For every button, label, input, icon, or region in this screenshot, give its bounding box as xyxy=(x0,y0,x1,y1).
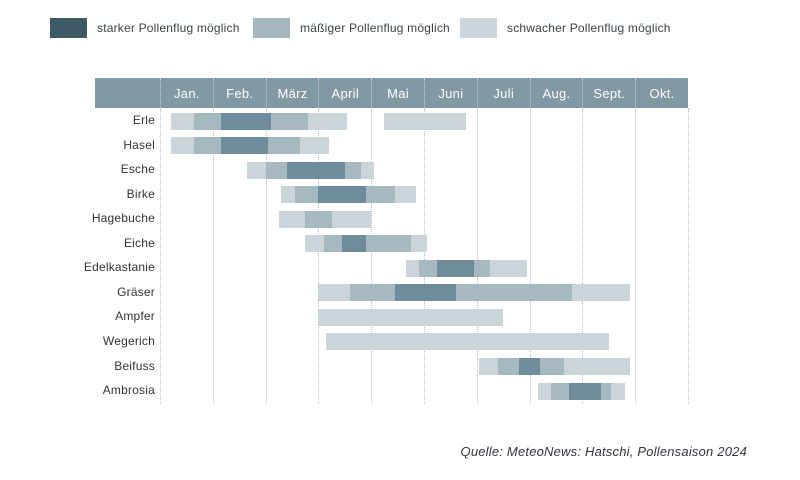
bar-segment-schwach xyxy=(326,333,609,351)
grid-line xyxy=(582,108,584,404)
month-label: April xyxy=(318,78,371,108)
bar-segment-stark xyxy=(220,112,271,130)
source-caption: Quelle: MeteoNews: Hatschi, Pollensaison… xyxy=(460,444,747,459)
bar-segment-stark xyxy=(519,358,541,375)
bar-segment-maessig xyxy=(323,235,343,253)
row-label: Edelkastanie xyxy=(83,260,155,275)
bar-segment-maessig xyxy=(265,161,287,179)
bar-segment-stark xyxy=(437,259,475,277)
months-strip: Jan. Feb. März April Mai Juni Juli Aug. Sept. Okt… xyxy=(160,78,688,108)
bar-segment-maessig xyxy=(350,284,395,302)
row-label: Hasel xyxy=(123,137,155,152)
row-label: Hagebuche xyxy=(91,211,155,226)
bar-segment-schwach xyxy=(410,235,427,253)
bar-segment-maessig xyxy=(550,382,570,400)
bar-segment-schwach xyxy=(318,284,351,302)
row-label: Wegerich xyxy=(102,333,155,348)
month-label: Juli xyxy=(476,78,530,108)
bar-segment-maessig xyxy=(268,137,300,155)
legend-label: starker Pollenflug möglich xyxy=(97,21,240,35)
bar-segment-stark xyxy=(569,382,601,400)
grid-line xyxy=(529,108,531,404)
bar-segment-schwach xyxy=(563,358,630,375)
bar-segment-stark xyxy=(318,186,366,204)
bar-segment-schwach xyxy=(490,259,527,277)
bar-segment-maessig xyxy=(497,358,520,375)
bar-segment-schwach xyxy=(305,235,324,253)
month-label: März xyxy=(265,78,319,108)
month-label: Sept. xyxy=(582,78,635,108)
bar-segment-schwach xyxy=(611,382,625,400)
legend-label: mäßiger Pollenflug möglich xyxy=(300,21,450,35)
bar-segment-schwach xyxy=(170,112,195,130)
bar-segment-maessig xyxy=(600,382,612,400)
bar-segment-schwach xyxy=(405,259,419,277)
grid-line xyxy=(318,108,320,404)
row-label: Ambrosia xyxy=(102,383,155,398)
bar-segment-maessig xyxy=(294,186,319,204)
bar-segment-schwach xyxy=(318,308,504,326)
grid-line xyxy=(371,108,373,404)
grid-line xyxy=(635,108,637,404)
bar-segment-maessig xyxy=(194,137,221,155)
legend-item-stark: starker Pollenflug möglich xyxy=(50,18,240,38)
row-label: Eiche xyxy=(123,235,155,250)
bar-segment-maessig xyxy=(418,259,438,277)
bar-segment-maessig xyxy=(365,186,395,204)
bar-segment-schwach xyxy=(307,112,348,130)
stark-swatch-icon xyxy=(50,18,87,38)
bar-segment-schwach xyxy=(384,112,467,130)
grid-line xyxy=(212,108,214,404)
row-label: Birke xyxy=(126,186,155,201)
legend-item-schwach: schwacher Pollenflug möglich xyxy=(460,18,671,38)
bar-segment-maessig xyxy=(344,161,361,179)
schwach-swatch-icon xyxy=(460,18,497,38)
bar-segment-schwach xyxy=(360,161,374,179)
bar-segment-schwach xyxy=(278,210,306,228)
grid-line xyxy=(424,108,425,404)
grid-line xyxy=(160,108,161,404)
month-label: Okt. xyxy=(635,78,688,108)
bar-segment-maessig xyxy=(305,210,332,228)
bar-segment-stark xyxy=(220,137,269,155)
legend-item-maessig: mäßiger Pollenflug möglich xyxy=(253,18,450,38)
row-label: Esche xyxy=(120,162,155,177)
month-label: Juni xyxy=(423,78,477,108)
bar-segment-schwach xyxy=(247,161,266,179)
row-label: Ampfer xyxy=(115,309,155,324)
row-label: Erle xyxy=(132,113,155,127)
grid-line xyxy=(476,108,478,404)
bar-segment-schwach xyxy=(479,358,498,375)
grid-line xyxy=(688,108,689,404)
month-label: Mai xyxy=(371,78,424,108)
row-label: Beifuss xyxy=(114,358,155,373)
bar-segment-schwach xyxy=(571,284,630,302)
month-label: Feb. xyxy=(212,78,266,108)
bar-segment-schwach xyxy=(281,186,295,204)
bar-segment-maessig xyxy=(455,284,572,302)
row-label: Gräser xyxy=(117,284,155,299)
bar-segment-schwach xyxy=(170,137,195,155)
bar-segment-stark xyxy=(286,161,345,179)
month-label: Aug. xyxy=(529,78,583,108)
month-label: Jan. xyxy=(160,78,213,108)
bar-segment-schwach xyxy=(537,382,551,400)
bar-segment-stark xyxy=(394,284,456,302)
bar-segment-maessig xyxy=(365,235,411,253)
bar-segment-schwach xyxy=(394,186,417,204)
bar-segment-maessig xyxy=(540,358,564,375)
bar-segment-maessig xyxy=(194,112,221,130)
bar-segment-schwach xyxy=(299,137,329,155)
bar-segment-maessig xyxy=(270,112,308,130)
bar-segment-stark xyxy=(342,235,366,253)
bar-segment-maessig xyxy=(474,259,490,277)
maessig-swatch-icon xyxy=(253,18,290,38)
bar-segment-schwach xyxy=(331,210,372,228)
legend-label: schwacher Pollenflug möglich xyxy=(507,21,671,35)
grid-line xyxy=(265,108,267,404)
month-header-bar: Jan. Feb. März April Mai Juni Juli Aug. Sept. Okt… xyxy=(95,78,688,108)
